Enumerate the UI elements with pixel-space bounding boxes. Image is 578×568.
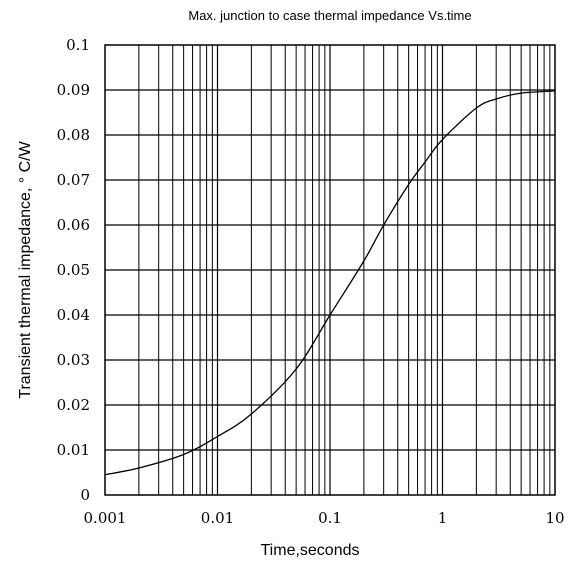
y-tick-label: 0.08 — [57, 126, 90, 144]
x-tick-label: 0.01 — [201, 509, 234, 527]
y-axis-label: Transient thermal impedance, ° C/W — [17, 140, 34, 398]
y-tick-label: 0.01 — [57, 441, 90, 459]
x-tick-label: 0.001 — [84, 509, 127, 527]
y-tick-label: 0.05 — [57, 261, 90, 279]
x-tick-label: 1 — [438, 509, 448, 527]
y-tick-label: 0.1 — [66, 36, 90, 54]
y-tick-label: 0.02 — [57, 396, 90, 414]
y-tick-label: 0.04 — [57, 306, 90, 324]
plot-frame — [104, 44, 556, 496]
y-tick-label: 0.06 — [57, 216, 90, 234]
x-tick-label: 10 — [545, 509, 564, 527]
chart-title: Max. junction to case thermal impedance … — [188, 8, 471, 23]
series-layer — [104, 90, 556, 476]
x-tick-labels: 0.001 0.01 0.1 1 10 — [84, 509, 565, 527]
y-tick-labels: 0 0.01 0.02 0.03 0.04 0.05 0.06 0.07 0.08 0.09 0.1 — [57, 36, 90, 504]
x-axis-label: Time,seconds — [261, 542, 360, 559]
y-tick-label: 0.09 — [57, 81, 90, 99]
thermal-impedance-curve — [104, 90, 556, 476]
x-tick-label: 0.1 — [318, 509, 342, 527]
y-tick-label: 0 — [80, 486, 90, 504]
y-tick-label: 0.03 — [57, 351, 90, 369]
y-tick-label: 0.07 — [57, 171, 90, 189]
grid-lines — [105, 45, 555, 495]
